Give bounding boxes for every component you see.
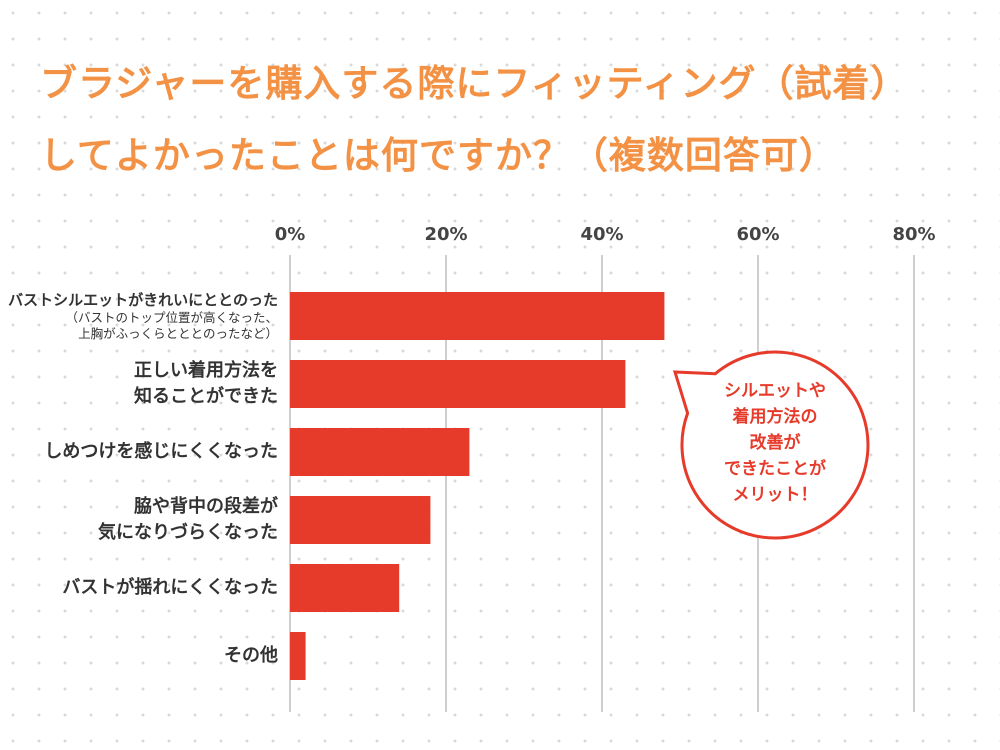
x-tick-label: 0% [274, 224, 306, 245]
category-note: （バストのトップ位置が高くなった、 上胸がふっくらとととのったなど） [65, 310, 278, 341]
bar [290, 632, 306, 680]
chart-title: ブラジャーを購入する際にフィッティング（試着） してよかったことは何ですか？（複… [40, 62, 909, 177]
y-tick-label: その他 [224, 645, 278, 666]
bar [290, 496, 431, 544]
y-tick-label: バストシルエットがきれいにととのった （バストのトップ位置が高くなった、 上胸がふ… [0, 290, 278, 342]
x-tick-label: 20% [424, 224, 468, 245]
x-tick-label: 60% [736, 224, 780, 245]
x-tick-label: 40% [580, 224, 624, 245]
bar [290, 360, 626, 408]
callout-bubble [672, 350, 870, 540]
y-tick-label: バストが揺れにくくなった [62, 577, 278, 598]
y-tick-label: しめつけを感じにくくなった [44, 441, 278, 462]
y-tick-label: 脇や背中の段差が 気になりづらくなった [98, 496, 278, 543]
callout-text: シルエットや 着用方法の 改善が できたことが メリット！ [724, 381, 826, 505]
bar [290, 428, 470, 476]
bar [290, 564, 400, 612]
y-tick-label: 正しい着用方法を 知ることができた [134, 360, 278, 407]
bar [290, 292, 665, 340]
x-tick-label: 80% [892, 224, 936, 245]
